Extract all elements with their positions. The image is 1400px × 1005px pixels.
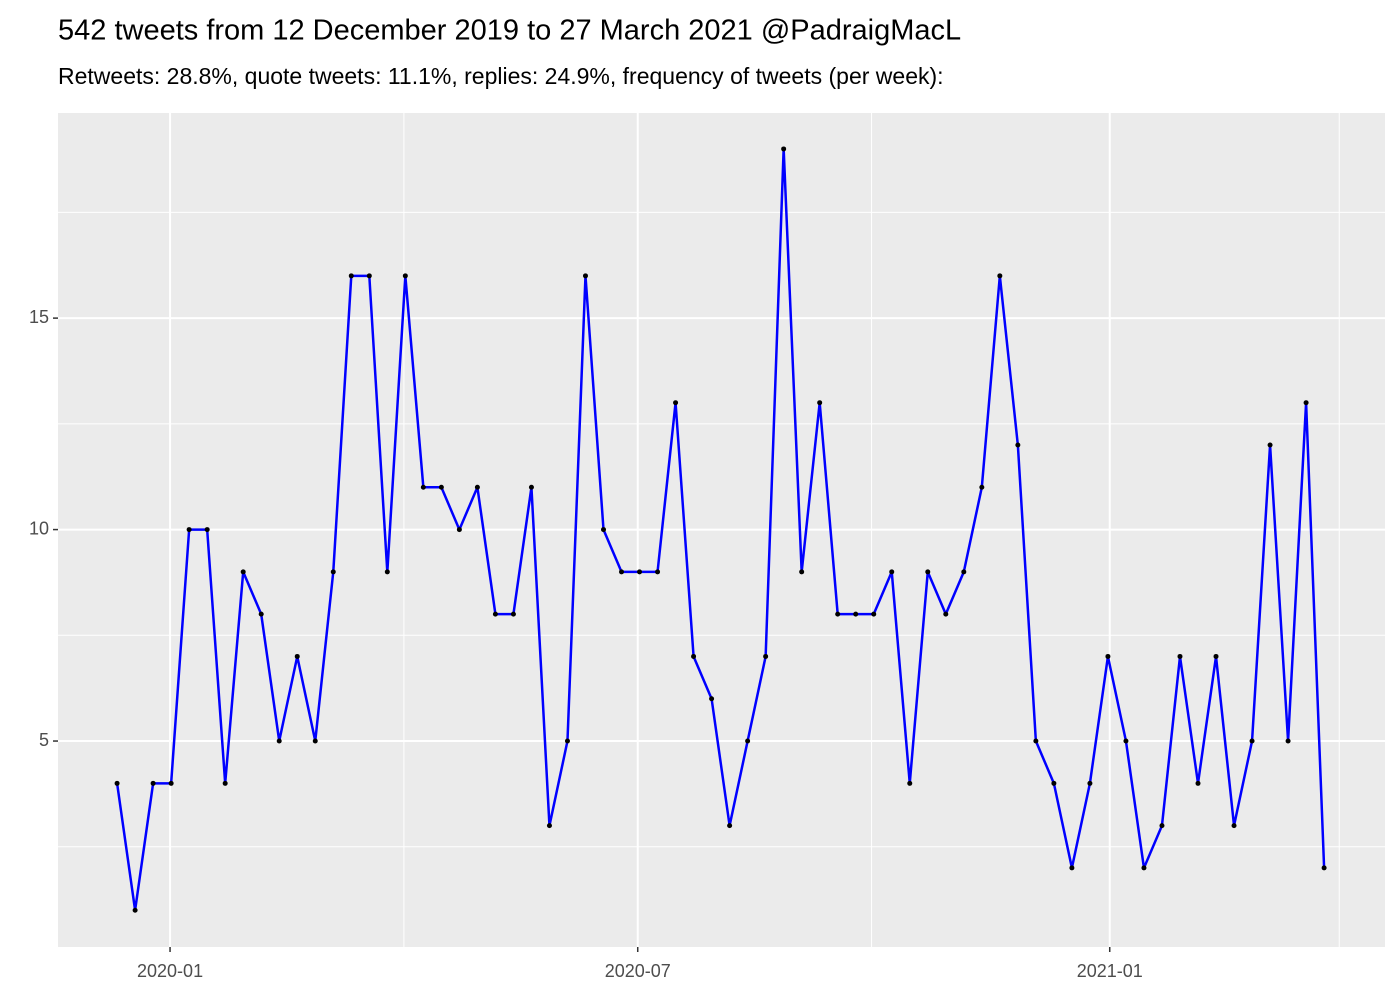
point	[546, 823, 552, 829]
chart-title: 542 tweets from 12 December 2019 to 27 M…	[58, 15, 961, 47]
point	[348, 273, 354, 279]
point	[1213, 653, 1219, 659]
point	[1195, 780, 1201, 786]
line	[115, 147, 1326, 912]
point	[781, 146, 787, 152]
point	[889, 569, 895, 575]
point	[150, 780, 156, 786]
point	[637, 569, 643, 575]
point	[1087, 780, 1093, 786]
x-tick-label: 2020-01	[137, 961, 203, 981]
point	[456, 527, 462, 533]
point	[276, 738, 282, 744]
point	[492, 611, 498, 617]
y-tick-label: 15	[29, 307, 49, 327]
point	[564, 738, 570, 744]
point	[619, 569, 625, 575]
point	[258, 611, 264, 617]
point	[1123, 738, 1129, 744]
point	[691, 653, 697, 659]
point	[402, 273, 408, 279]
x-tick-label: 2021-01	[1077, 961, 1143, 981]
point	[1231, 823, 1237, 829]
point	[168, 780, 174, 786]
point	[853, 611, 859, 617]
point	[132, 907, 138, 913]
point	[474, 484, 480, 490]
point	[1321, 865, 1327, 871]
point	[330, 569, 336, 575]
point	[1249, 738, 1255, 744]
point	[1177, 653, 1183, 659]
point	[528, 484, 534, 490]
point	[1141, 865, 1147, 871]
point	[943, 611, 949, 617]
point	[979, 484, 985, 490]
point	[114, 780, 120, 786]
point	[204, 527, 210, 533]
point	[510, 611, 516, 617]
point	[1015, 442, 1021, 448]
point	[1105, 653, 1111, 659]
point	[1159, 823, 1165, 829]
point	[438, 484, 444, 490]
chart-subtitle: Retweets: 28.8%, quote tweets: 11.1%, re…	[58, 63, 944, 89]
point	[907, 780, 913, 786]
point	[294, 653, 300, 659]
point	[1285, 738, 1291, 744]
point	[799, 569, 805, 575]
point	[312, 738, 318, 744]
point	[763, 653, 769, 659]
point	[709, 696, 715, 702]
y-tick-label: 5	[39, 730, 49, 750]
point	[601, 527, 607, 533]
point	[582, 273, 588, 279]
point	[997, 273, 1003, 279]
point	[673, 400, 679, 406]
point	[817, 400, 823, 406]
point	[871, 611, 877, 617]
point	[835, 611, 841, 617]
point	[925, 569, 931, 575]
point	[727, 823, 733, 829]
point	[222, 780, 228, 786]
point	[1303, 400, 1309, 406]
point	[240, 569, 246, 575]
point	[961, 569, 967, 575]
point	[1051, 780, 1057, 786]
point	[745, 738, 751, 744]
point	[186, 527, 192, 533]
point	[655, 569, 661, 575]
point	[1069, 865, 1075, 871]
point	[420, 484, 426, 490]
y-tick-label: 10	[29, 518, 49, 538]
point	[1267, 442, 1273, 448]
point	[384, 569, 390, 575]
x-tick-label: 2020-07	[605, 961, 671, 981]
point	[1033, 738, 1039, 744]
point	[366, 273, 372, 279]
